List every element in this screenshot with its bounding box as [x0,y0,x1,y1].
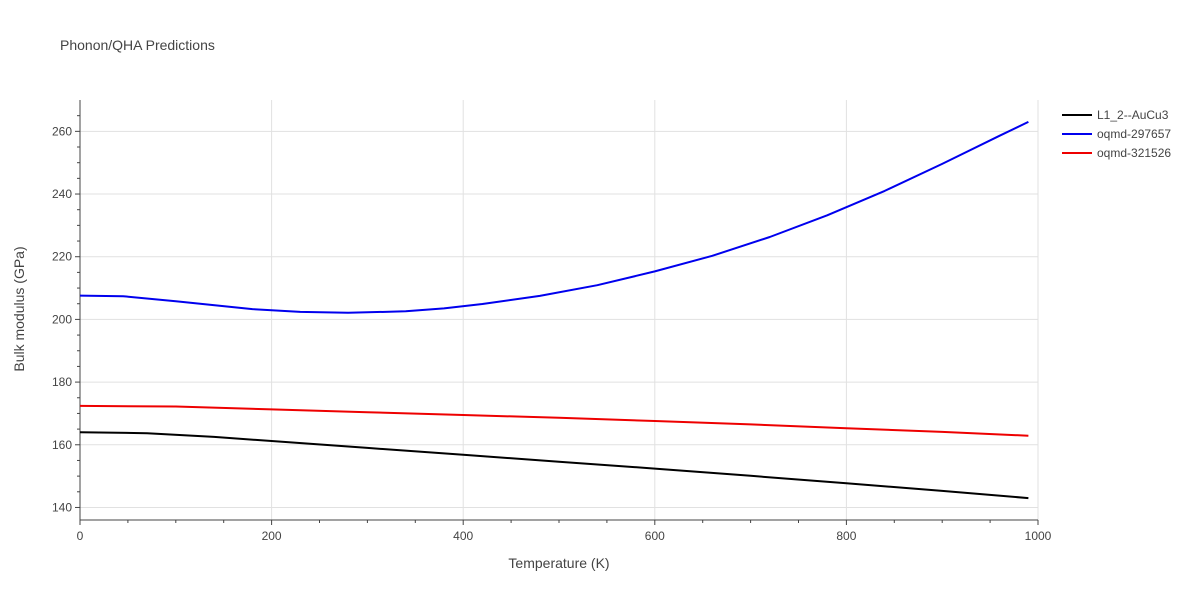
grid [80,100,1039,520]
axes [75,100,1039,525]
y-tick-label: 240 [52,187,72,201]
x-tick-label: 600 [645,529,665,543]
x-tick-label: 800 [836,529,856,543]
y-tick-label: 200 [52,312,72,326]
series-line-L1_2--AuCu3 [79,431,1029,500]
legend-label: oqmd-297657 [1097,127,1171,141]
series-line-oqmd-321526 [79,404,1029,437]
x-tick-label: 400 [453,529,473,543]
x-tick-label: 1000 [1025,529,1052,543]
y-tick-label: 160 [52,438,72,452]
y-tick-label: 220 [52,250,72,264]
chart-title: Phonon/QHA Predictions [60,37,215,53]
x-axis-title: Temperature (K) [508,555,609,571]
y-tick-label: 140 [52,500,72,514]
series-layer [79,120,1029,500]
x-tick-label: 200 [262,529,282,543]
legend: L1_2--AuCu3 oqmd-297657 oqmd-321526 [1062,108,1171,160]
y-axis-title: Bulk modulus (GPa) [11,246,27,371]
y-tick-label: 180 [52,375,72,389]
tick-labels: 0 200 400 600 800 1000 140 160 180 200 220 240 260 [52,124,1052,543]
x-tick-label: 0 [77,529,84,543]
legend-label: oqmd-321526 [1097,146,1171,160]
legend-label: L1_2--AuCu3 [1097,108,1169,122]
y-tick-label: 260 [52,124,72,138]
series-line-oqmd-297657 [79,120,1029,314]
